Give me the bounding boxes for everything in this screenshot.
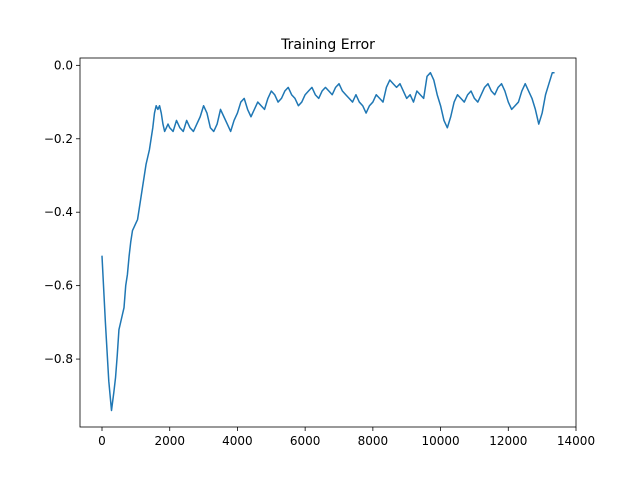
series-line [101,71,555,412]
x-tick-label: 2000 [154,434,185,448]
y-tick-label: −0.4 [44,205,73,219]
x-tick-label: 0 [98,434,106,448]
x-tick-label: 14000 [557,434,595,448]
y-tick-label: 0.0 [54,58,73,72]
y-tick-label: −0.6 [44,279,73,293]
x-tick-label: 4000 [222,434,253,448]
chart-title: Training Error [280,37,375,53]
y-tick-label: −0.2 [44,132,73,146]
x-tick-label: 6000 [290,434,321,448]
x-tick-label: 12000 [489,434,527,448]
plot-frame [79,57,577,428]
x-tick-label: 10000 [421,434,459,448]
x-tick-label: 8000 [358,434,389,448]
y-tick-label: −0.8 [44,352,73,366]
axes: 0 2000 4000 6000 8000 10000 12000 14000 0.0 −0.2 −… [44,58,595,448]
